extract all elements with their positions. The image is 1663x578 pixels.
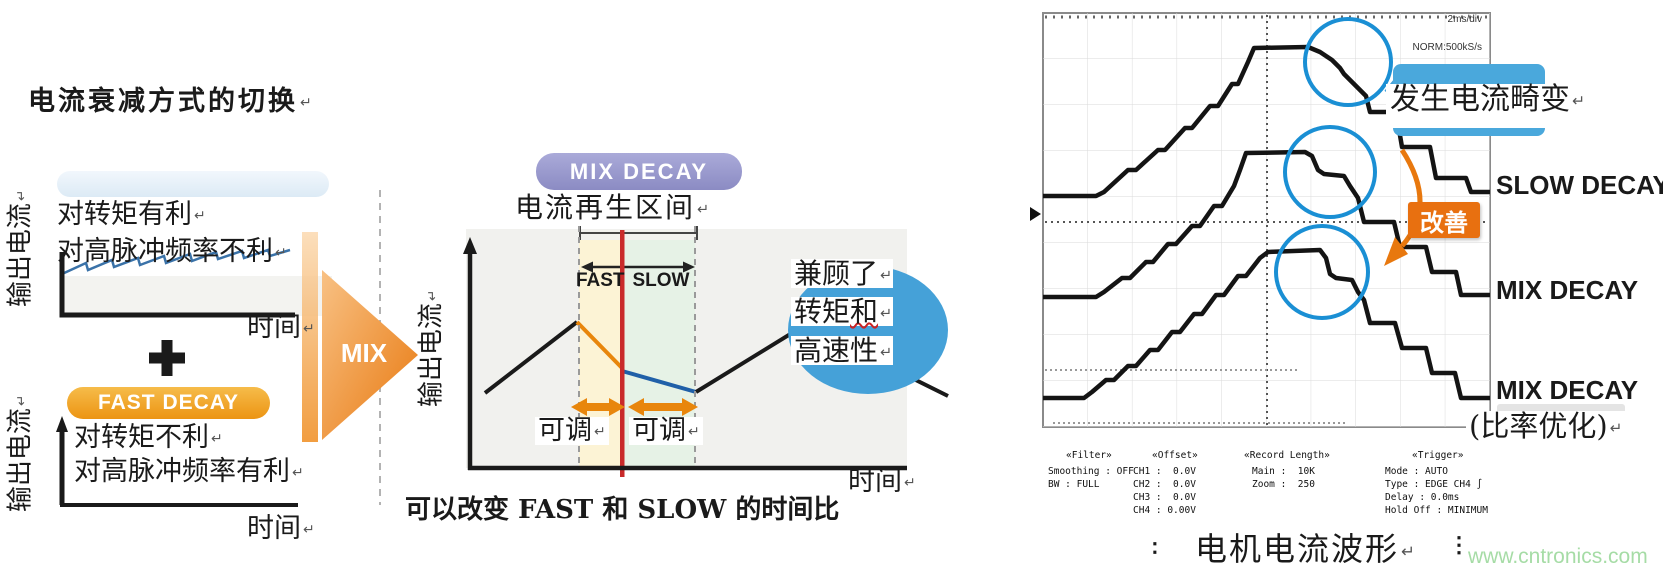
mix-decay-label: MIX DECAY (1496, 275, 1639, 305)
filter-row: Smoothing : OFF (1048, 466, 1134, 477)
return-mark: ↵ (880, 344, 893, 361)
sample-rate-readout: NORM:500kS/s (1412, 42, 1482, 53)
fast-decay-segment (575, 320, 624, 370)
fast-decay-mini-chart (56, 416, 298, 507)
fast-pro-text: 对高脉冲频率有利 ↵ (71, 457, 307, 487)
trigger-row: Type : EDGE CH4 ∫ (1385, 479, 1483, 490)
x-axis-label: 时间 ↵ (247, 312, 315, 343)
improve-badge: 改善 (1408, 202, 1480, 238)
return-mark: ↵ (880, 305, 893, 322)
slow-decay-label: SLOW DECAY (1496, 170, 1663, 200)
sawtooth-waveform (61, 248, 291, 276)
mix-decay-optimized-label: MIX DECAY (1496, 375, 1639, 405)
page-title: 电流衰减方式的切换 ↵ (28, 86, 315, 117)
slow-pro-text: 对转矩有利 ↵ (57, 199, 206, 230)
trigger-row: Delay : 0.0ms (1385, 492, 1460, 503)
fast-decay-badge: FAST DECAY (67, 387, 270, 419)
return-mark: ↵ (424, 289, 441, 302)
slow-region-label: SLOW (632, 270, 690, 291)
return-mark: ↵ (13, 189, 30, 202)
bubble-line-2: 转矩和 ↵ (791, 295, 893, 328)
record-length-row: Main : 10K (1252, 466, 1315, 477)
fast-slow-span-arrow (581, 261, 695, 273)
trigger-row: Mode : AUTO (1385, 466, 1448, 477)
trigger-header: «Trigger» (1412, 450, 1464, 461)
y-axis-label: 输出电流↵ (5, 394, 36, 513)
mix-decay-optimized-waveform (1043, 247, 1490, 401)
return-mark: ↵ (303, 522, 315, 538)
return-mark: ↵ (1609, 419, 1623, 437)
adjustable-arrows (571, 398, 698, 416)
scope-caption: 电机电流波形 ↵ (1195, 530, 1417, 568)
offset-row: CH3 : 0.0V (1133, 492, 1196, 503)
slow-decay-mini-chart (59, 248, 332, 318)
regeneration-region-label: 电流再生区间 ↵ (515, 191, 712, 224)
x-axis-label: 时间 ↵ (848, 466, 916, 497)
return-mark: ↵ (697, 201, 712, 218)
offset-row: CH1 : 0.0V (1133, 466, 1196, 477)
mix-arrow (302, 232, 418, 442)
chart-axes (463, 237, 907, 471)
highlight-circle-2 (1283, 125, 1377, 219)
trigger-row: Hold Off : MINIMUM (1385, 505, 1488, 516)
caption-mark-right: ⋮ (1448, 532, 1470, 558)
mix-caption: 可以改变 FAST 和 SLOW 的时间比 (405, 495, 840, 525)
filter-header: «Filter» (1066, 450, 1112, 461)
slow-con-text: 对高脉冲频率不利 ↵ (57, 236, 287, 267)
return-mark: ↵ (594, 424, 606, 440)
bubble-line-1: 兼顾了 ↵ (791, 259, 893, 289)
red-divider-line (620, 230, 625, 477)
mini-chart-axis (59, 252, 295, 318)
ratio-optimized-label: (比率优化) ↵ (1466, 411, 1626, 442)
fast-con-text: 对转矩不利 ↵ (71, 423, 226, 453)
fast-region-label: FAST (576, 270, 625, 291)
timebase-readout: 2ms/div (1447, 14, 1482, 25)
axis-arrowhead (56, 416, 68, 432)
bubble-line-3: 高速性 ↵ (791, 336, 893, 366)
return-mark: ↵ (1572, 92, 1586, 110)
trigger-marker (1030, 207, 1041, 221)
offset-row: CH2 : 0.0V (1133, 479, 1196, 490)
return-mark: ↵ (13, 394, 30, 407)
mini-chart-bg (60, 276, 332, 316)
wavy-underlined-char: 和 (850, 295, 879, 328)
offset-row: CH4 : 0.00V (1133, 505, 1196, 516)
mix-arrow-label: MIX (340, 338, 388, 368)
return-mark: ↵ (303, 321, 315, 337)
plus-sign (149, 340, 185, 376)
x-axis-label: 时间 ↵ (247, 513, 315, 544)
return-mark: ↵ (300, 95, 315, 111)
return-mark: ↵ (211, 431, 223, 447)
faded-slow-badge (57, 171, 329, 197)
return-mark: ↵ (1401, 542, 1417, 561)
mix-decay-badge: MIX DECAY (536, 153, 742, 190)
adjustable-label-left: 可调 ↵ (535, 416, 609, 446)
highlight-circle-1 (1303, 17, 1393, 107)
offset-header: «Offset» (1152, 450, 1198, 461)
adjustable-label-right: 可调 ↵ (629, 416, 703, 446)
return-mark: ↵ (292, 465, 304, 481)
slow-decay-segment (621, 369, 697, 394)
distortion-note: 发生电流畸变 ↵ (1386, 84, 1656, 128)
filter-row: BW : FULL (1048, 479, 1100, 490)
y-axis-label: 输出电流↵ (416, 289, 447, 408)
record-length-header: «Record Length» (1244, 450, 1330, 461)
watermark: www.cntronics.com (1468, 545, 1648, 568)
return-mark: ↵ (688, 424, 700, 440)
highlight-circle-3 (1274, 224, 1370, 320)
y-axis-label: 输出电流↵ (5, 189, 36, 308)
return-mark: ↵ (904, 475, 916, 491)
return-mark: ↵ (194, 208, 206, 224)
return-mark: ↵ (880, 267, 893, 284)
caption-mark-left: ∶ (1152, 536, 1158, 562)
return-mark: ↵ (275, 245, 287, 261)
record-length-row: Zoom : 250 (1252, 479, 1315, 490)
